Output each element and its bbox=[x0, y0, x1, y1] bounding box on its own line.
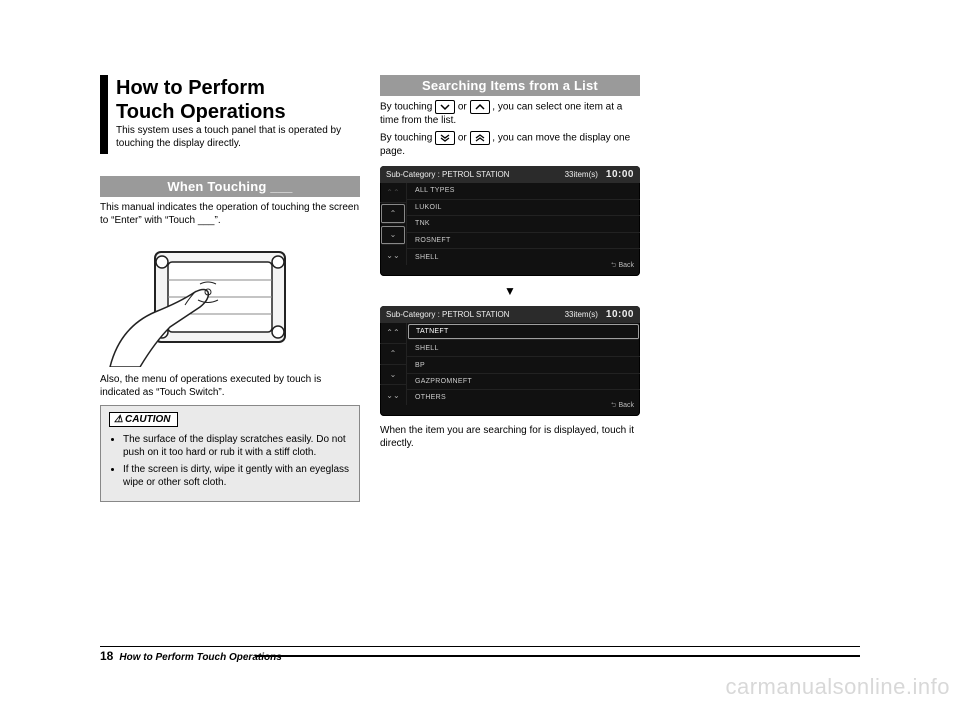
nav-back-2[interactable]: Back bbox=[611, 401, 634, 412]
nav-screenshot-1: Sub-Category : PETROL STATION 33item(s) … bbox=[380, 166, 640, 276]
up-single-icon bbox=[470, 100, 490, 114]
touch-illustration bbox=[100, 237, 300, 367]
when-touching-intro: This manual indicates the operation of t… bbox=[100, 201, 360, 227]
nav-time-2: 10:00 bbox=[606, 309, 634, 320]
caution-item-1: The surface of the display scratches eas… bbox=[123, 433, 351, 459]
nav-body-2: ⌃⌃ ⌃ ⌄ ⌄⌄ TATNEFT SHELL BP GAZPROMNEFT O… bbox=[380, 323, 640, 405]
nav-time-1: 10:00 bbox=[606, 169, 634, 180]
searching-line2: By touching or , you can move the displa… bbox=[380, 131, 640, 158]
watermark: carmanualsonline.info bbox=[725, 674, 950, 700]
caution-label-text: CAUTION bbox=[125, 414, 171, 425]
nav-header-count-1: 33item(s) bbox=[565, 170, 598, 179]
down-single-icon bbox=[435, 100, 455, 114]
footer-rule bbox=[255, 655, 860, 657]
list-item[interactable]: SHELL bbox=[407, 249, 640, 265]
caution-list: The surface of the display scratches eas… bbox=[109, 433, 351, 489]
after-screens-text: When the item you are searching for is d… bbox=[380, 424, 640, 450]
caution-item-2: If the screen is dirty, wipe it gently w… bbox=[123, 463, 351, 489]
line2-a: By touching bbox=[380, 133, 435, 144]
down-double-icon bbox=[435, 131, 455, 145]
nav-header-1: Sub-Category : PETROL STATION 33item(s) … bbox=[380, 166, 640, 183]
when-touching-header: When Touching ___ bbox=[100, 176, 360, 197]
nav-body-1: ⌃⌃ ⌃ ⌄ ⌄⌄ ALL TYPES LUKOIL TNK ROSNEFT S… bbox=[380, 183, 640, 265]
list-item[interactable]: ALL TYPES bbox=[407, 183, 640, 200]
searching-line1: By touching or , you can select one item… bbox=[380, 100, 640, 127]
list-item[interactable]: LUKOIL bbox=[407, 200, 640, 217]
list-item[interactable]: OTHERS bbox=[407, 390, 640, 405]
nav-header-left-2: Sub-Category : PETROL STATION bbox=[386, 310, 509, 319]
right-column: Searching Items from a List By touching … bbox=[380, 75, 640, 454]
left-column: How to Perform Touch Operations This sys… bbox=[100, 75, 360, 502]
caution-label: ⚠CAUTION bbox=[109, 412, 178, 427]
line1-a: By touching bbox=[380, 102, 435, 113]
after-illustration-text: Also, the menu of operations executed by… bbox=[100, 373, 360, 399]
caution-box: ⚠CAUTION The surface of the display scra… bbox=[100, 405, 360, 502]
main-title-line1: How to Perform bbox=[116, 77, 354, 99]
flow-arrow-icon: ▼ bbox=[380, 284, 640, 298]
nav-header-left-1: Sub-Category : PETROL STATION bbox=[386, 170, 509, 179]
list-item[interactable]: ROSNEFT bbox=[407, 233, 640, 250]
nav-page-down-icon[interactable]: ⌄⌄ bbox=[380, 246, 406, 265]
nav-header-2: Sub-Category : PETROL STATION 33item(s) … bbox=[380, 306, 640, 323]
main-title-block: How to Perform Touch Operations This sys… bbox=[100, 75, 360, 154]
line2-b: or bbox=[458, 133, 470, 144]
searching-header: Searching Items from a List bbox=[380, 75, 640, 96]
nav-arrows-1: ⌃⌃ ⌃ ⌄ ⌄⌄ bbox=[380, 183, 407, 265]
nav-down-icon[interactable]: ⌄ bbox=[380, 365, 406, 386]
nav-header-count-2: 33item(s) bbox=[565, 310, 598, 319]
list-item[interactable]: SHELL bbox=[407, 341, 640, 357]
line1-b: or bbox=[458, 102, 470, 113]
up-double-icon bbox=[470, 131, 490, 145]
nav-page-down-icon[interactable]: ⌄⌄ bbox=[380, 385, 406, 405]
nav-down-icon[interactable]: ⌄ bbox=[381, 226, 405, 246]
list-item[interactable]: TATNEFT bbox=[408, 324, 639, 340]
nav-up-icon[interactable]: ⌃ bbox=[381, 204, 405, 224]
nav-back-1[interactable]: Back bbox=[611, 261, 634, 272]
nav-page-up-icon[interactable]: ⌃⌃ bbox=[380, 183, 406, 203]
footer-page-number: 18 bbox=[100, 649, 113, 663]
main-title-sub: This system uses a touch panel that is o… bbox=[116, 125, 354, 150]
nav-list-1: ALL TYPES LUKOIL TNK ROSNEFT SHELL bbox=[407, 183, 640, 265]
page-footer: 18 How to Perform Touch Operations bbox=[100, 646, 860, 663]
nav-page-up-icon[interactable]: ⌃⌃ bbox=[380, 323, 406, 344]
list-item[interactable]: TNK bbox=[407, 216, 640, 233]
nav-list-2: TATNEFT SHELL BP GAZPROMNEFT OTHERS bbox=[407, 323, 640, 405]
nav-arrows-2: ⌃⌃ ⌃ ⌄ ⌄⌄ bbox=[380, 323, 407, 405]
nav-up-icon[interactable]: ⌃ bbox=[380, 344, 406, 365]
list-item[interactable]: BP bbox=[407, 357, 640, 373]
page-content: How to Perform Touch Operations This sys… bbox=[100, 75, 860, 645]
warning-icon: ⚠ bbox=[114, 414, 123, 425]
main-title-line2: Touch Operations bbox=[116, 101, 354, 123]
list-item[interactable]: GAZPROMNEFT bbox=[407, 374, 640, 390]
footer-title: How to Perform Touch Operations bbox=[119, 652, 281, 663]
nav-screenshot-2: Sub-Category : PETROL STATION 33item(s) … bbox=[380, 306, 640, 416]
